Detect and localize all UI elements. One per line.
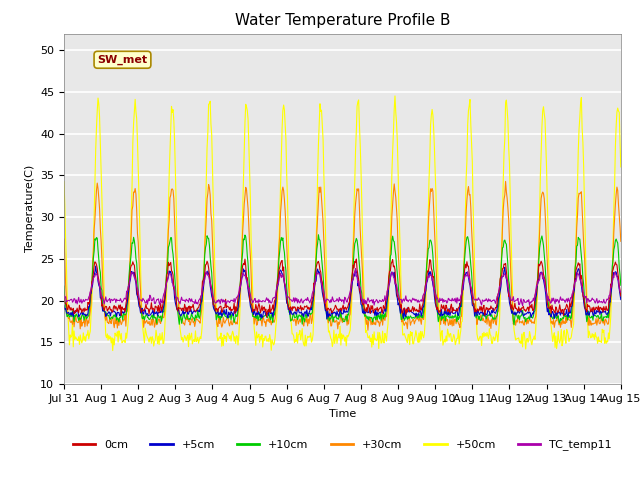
+30cm	[568, 324, 575, 330]
Line: TC_temp11: TC_temp11	[64, 269, 621, 306]
+50cm	[335, 331, 342, 337]
+50cm	[568, 334, 575, 340]
+5cm	[445, 312, 452, 318]
+10cm	[206, 253, 214, 259]
TC_temp11	[389, 270, 397, 276]
+30cm	[502, 179, 509, 184]
TC_temp11	[182, 296, 190, 302]
TC_temp11	[444, 299, 451, 305]
+10cm	[510, 322, 518, 328]
Legend: 0cm, +5cm, +10cm, +30cm, +50cm, TC_temp11: 0cm, +5cm, +10cm, +30cm, +50cm, TC_temp1…	[68, 435, 616, 455]
0cm	[568, 301, 575, 307]
+30cm	[182, 316, 190, 322]
0cm	[182, 309, 190, 315]
Text: SW_met: SW_met	[97, 55, 148, 65]
+50cm	[445, 330, 452, 336]
+30cm	[389, 201, 397, 207]
+5cm	[183, 305, 191, 311]
+10cm	[389, 233, 397, 239]
+10cm	[444, 312, 451, 317]
Line: +30cm: +30cm	[64, 181, 621, 330]
0cm	[390, 264, 397, 270]
+50cm	[389, 148, 397, 154]
+50cm	[60, 179, 68, 184]
0cm	[353, 256, 360, 262]
+5cm	[568, 304, 575, 310]
TC_temp11	[352, 266, 360, 272]
TC_temp11	[568, 295, 575, 301]
+30cm	[444, 317, 451, 323]
+5cm	[207, 288, 215, 293]
TC_temp11	[60, 292, 68, 298]
Title: Water Temperature Profile B: Water Temperature Profile B	[235, 13, 450, 28]
+10cm	[182, 315, 190, 321]
+50cm	[109, 348, 116, 353]
+50cm	[391, 93, 399, 99]
+10cm	[568, 315, 575, 321]
TC_temp11	[617, 289, 625, 295]
TC_temp11	[206, 280, 214, 286]
+5cm	[92, 263, 100, 269]
0cm	[206, 279, 214, 285]
Line: +5cm: +5cm	[64, 266, 621, 319]
+5cm	[390, 273, 397, 278]
Line: 0cm: 0cm	[64, 259, 621, 317]
+30cm	[364, 327, 372, 333]
+30cm	[617, 239, 625, 244]
TC_temp11	[519, 303, 527, 309]
+50cm	[207, 121, 215, 127]
0cm	[445, 307, 452, 312]
0cm	[263, 314, 271, 320]
+50cm	[617, 164, 625, 170]
+5cm	[323, 316, 331, 322]
+10cm	[60, 283, 68, 289]
+10cm	[617, 282, 625, 288]
+5cm	[335, 311, 343, 317]
+5cm	[617, 297, 625, 302]
0cm	[617, 293, 625, 299]
X-axis label: Time: Time	[329, 409, 356, 419]
0cm	[335, 309, 342, 314]
+30cm	[334, 326, 342, 332]
TC_temp11	[334, 298, 342, 303]
+10cm	[335, 316, 342, 322]
Line: +50cm: +50cm	[64, 96, 621, 350]
Y-axis label: Temperature(C): Temperature(C)	[24, 165, 35, 252]
+30cm	[206, 192, 214, 198]
0cm	[60, 293, 68, 299]
+50cm	[183, 334, 191, 340]
+5cm	[60, 303, 68, 309]
+30cm	[60, 236, 68, 242]
Line: +10cm: +10cm	[64, 235, 621, 325]
+10cm	[315, 232, 323, 238]
